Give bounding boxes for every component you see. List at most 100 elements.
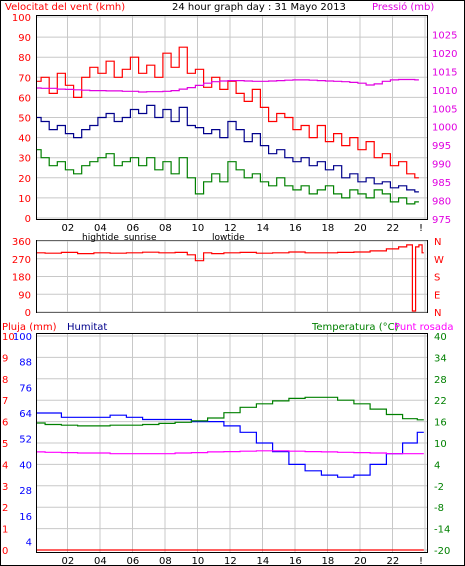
humidity-tick-label: 88 [19,358,32,369]
pressure-tick-label: 990 [432,160,451,171]
compass-label: N [434,308,441,319]
x-tick-label: 20 [354,556,367,566]
x-tick-label: 14 [257,223,270,234]
wind-axis-label: Velocitat del vent (kmh) [5,2,125,13]
humidity-tick-label: 52 [19,435,32,446]
temperature-tick-label: 40 [434,332,447,343]
x-tick-label: ! [419,223,423,234]
temperature-tick-label: 10 [434,439,447,450]
tide-label-hightide: hightide [82,233,119,243]
x-tick-label: 06 [127,223,140,234]
temperature-tick-label: -20 [434,546,450,557]
compass-label: W [434,255,444,266]
humidity-line [37,412,424,478]
x-tick-label: 10 [192,223,205,234]
x-tick-label: 16 [289,556,302,566]
compass-label: E [434,290,440,301]
temperature-tick-label: -2 [434,482,444,493]
pressure-tick-label: 985 [432,178,451,189]
wind-tick-label: 50 [18,114,31,125]
rain-tick-label: 2 [2,503,8,514]
rain-tick-label: 3 [2,482,8,493]
temperature-tick-label: -8 [434,503,444,514]
x-tick-label: 18 [322,556,335,566]
x-tick-label: ! [419,556,423,566]
x-tick-label: 04 [94,223,107,234]
direction-tick-label: 360 [12,237,31,248]
temperature-tick-label: -14 [434,525,450,536]
pressure-axis-label: Pressió (mb) [372,1,434,13]
direction-tick-label: 90 [18,290,31,301]
temperature-axis-label: Temperatura (°C) [311,322,399,333]
humidity-tick-label: 100 [13,332,32,343]
wind-direction-line [37,244,424,312]
rain-axis-label: Pluja (mm) [2,322,57,333]
wind-tick-label: 30 [18,154,31,165]
direction-tick-label: 270 [12,255,31,266]
pressure-tick-label: 1015 [432,67,457,78]
x-tick-label: 16 [289,223,302,234]
wind-tick-label: 10 [18,194,31,205]
pressure-tick-label: 1000 [432,123,457,134]
rain-tick-label: 1 [2,525,8,536]
page-title: 24 hour graph day : 31 Mayo 2013 [172,2,346,13]
compass-label: N [434,237,441,248]
humidity-tick-label: 40 [19,460,32,471]
rain-tick-label: 5 [2,439,8,450]
rain-tick-label: 0 [2,546,8,557]
pressure-tick-label: 975 [432,215,451,226]
temperature-tick-label: 22 [434,396,447,407]
x-tick-label: 14 [257,556,270,566]
tide-label-sunrise: sunrise [124,233,157,243]
wind-tick-label: 60 [18,93,31,104]
temperature-tick-label: 4 [434,460,440,471]
pressure-tick-label: 1010 [432,86,457,97]
direction-tick-label: 0 [25,308,31,319]
humidity-tick-label: 16 [19,512,32,523]
wind-min-line [37,149,419,205]
x-tick-label: 08 [159,223,172,234]
x-tick-label: 22 [387,556,400,566]
wind-tick-label: 90 [18,33,31,44]
x-tick-label: 20 [354,223,367,234]
direction-tick-label: 180 [12,273,31,284]
humidity-tick-label: 28 [19,486,32,497]
dewpoint-line [37,450,424,455]
rain-tick-label: 7 [2,396,8,407]
wind-tick-label: 80 [18,53,31,64]
x-tick-label: 04 [94,556,107,566]
pressure-tick-label: 1025 [432,30,457,41]
x-tick-label: 02 [62,556,75,566]
x-tick-label: 18 [322,223,335,234]
rain-tick-label: 9 [2,353,8,364]
x-tick-label: 12 [224,556,237,566]
pressure-tick-label: 980 [432,197,451,208]
humidity-tick-label: 4 [26,537,32,548]
x-tick-label: 06 [127,556,140,566]
x-tick-label: 12 [224,223,237,234]
temperature-tick-label: 34 [434,353,447,364]
wind-gust-line [37,46,419,179]
wind-tick-label: 40 [18,134,31,145]
humidity-tick-label: 64 [19,409,32,420]
rain-tick-label: 6 [2,418,8,429]
temperature-tick-label: 16 [434,418,447,429]
panel-wind-frame [36,15,428,220]
x-tick-label: 02 [62,223,75,234]
wind-tick-label: 0 [25,214,31,225]
pressure-line [37,78,419,93]
pressure-tick-label: 1020 [432,49,457,60]
temperature-tick-label: 28 [434,375,447,386]
tide-label-lowtide: lowtide [212,233,245,243]
x-tick-label: 08 [159,556,172,566]
wind-avg-line [37,104,419,193]
rain-tick-label: 4 [2,460,8,471]
dewpoint-axis-label: Punt rosada [394,322,453,333]
pressure-tick-label: 995 [432,141,451,152]
x-tick-label: 22 [387,223,400,234]
temperature-line [37,396,424,427]
wind-tick-label: 20 [18,174,31,185]
x-tick-label: 10 [192,556,205,566]
